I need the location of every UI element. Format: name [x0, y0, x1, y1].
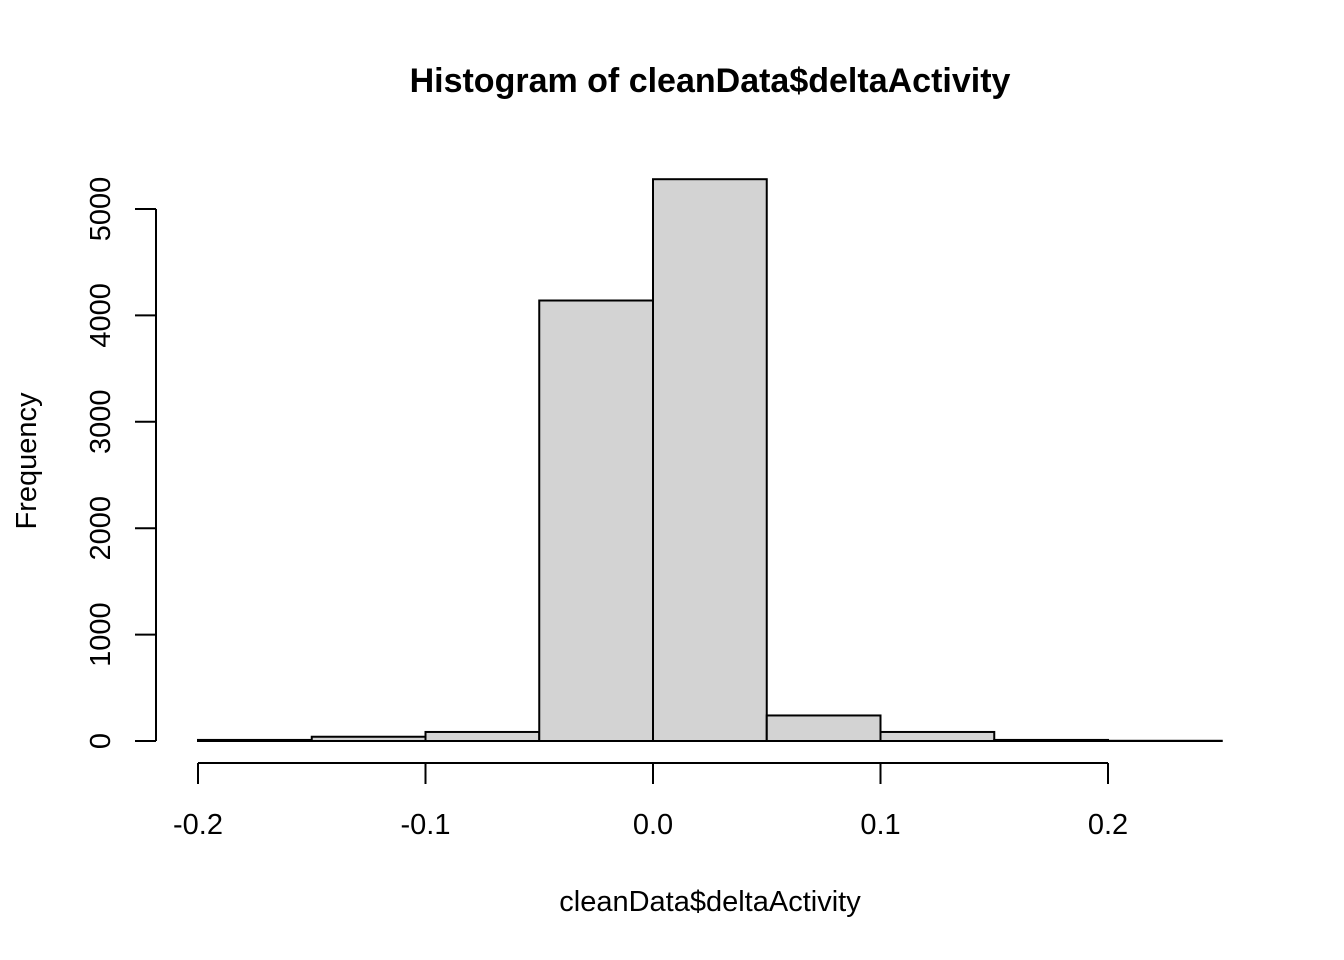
y-tick-label-4: 4000: [85, 283, 117, 348]
x-tick-label-2: 0.0: [633, 809, 673, 841]
bars-group: [197, 178, 1223, 743]
chart-title: Histogram of cleanData$deltaActivity: [410, 62, 1011, 100]
y-tick-label-1: 1000: [85, 602, 117, 667]
x-tick-label-1: -0.1: [401, 809, 451, 841]
histogram-bar-5: [765, 714, 882, 742]
x-tick-label-4: 0.2: [1088, 809, 1128, 841]
x-tick-label-3: 0.1: [860, 809, 900, 841]
x-tick-label-0: -0.2: [173, 809, 223, 841]
x-axis: -0.2 -0.1 0.0 0.1 0.2: [173, 762, 1128, 841]
y-tick-label-3: 3000: [85, 390, 117, 455]
histogram-bar-3: [538, 299, 654, 742]
y-tick-label-2: 2000: [85, 496, 117, 561]
histogram-bar-4: [652, 178, 768, 742]
histogram-bar-2: [424, 730, 541, 742]
histogram-bar-7: [993, 738, 1109, 742]
histogram-bar-0: [197, 738, 313, 742]
y-tick-label-5: 5000: [85, 177, 117, 242]
y-axis: 0 1000 2000 3000 4000 5000: [85, 177, 157, 749]
histogram-bar-6: [879, 730, 996, 742]
histogram-bar-1: [310, 735, 427, 743]
y-axis-label: Frequency: [11, 392, 43, 530]
x-axis-label: cleanData$deltaActivity: [559, 886, 861, 918]
y-tick-label-0: 0: [85, 733, 117, 749]
